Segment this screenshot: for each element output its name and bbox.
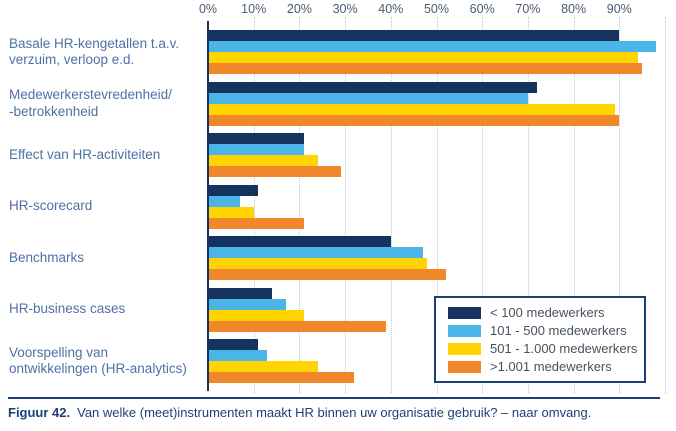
bar [208, 236, 391, 247]
legend-item: 101 - 500 medewerkers [448, 323, 638, 338]
x-axis-tick-label: 0% [198, 2, 218, 16]
bar [208, 258, 428, 269]
bar [208, 103, 615, 115]
figure-caption: Figuur 42. Van welke (meet)instrumenten m… [8, 405, 668, 420]
legend-swatch [448, 324, 481, 337]
bar-stack [208, 81, 665, 126]
x-axis-tick-label: 90% [606, 2, 632, 16]
bar [208, 298, 286, 310]
bar [208, 309, 304, 321]
x-axis-tick-labels: 0% 10% 20% 30% 40% 50% 60% 70% 80% 90% [199, 2, 665, 18]
legend-item: 501 - 1.000 medewerkers [448, 341, 638, 356]
legend-swatch [448, 306, 481, 319]
x-axis-tick-label: 40% [378, 2, 404, 16]
bar [208, 361, 318, 372]
bar [208, 195, 240, 207]
bar-stack [208, 236, 665, 280]
legend-swatch [448, 342, 481, 355]
bar [208, 217, 304, 229]
gridline [436, 17, 438, 393]
legend-label: 101 - 500 medewerkers [490, 323, 627, 338]
gridline [619, 17, 621, 393]
bar-stack [208, 287, 665, 332]
bar-group-row: Effect van HR-activiteiten [0, 133, 676, 177]
x-axis-tick-label: 50% [423, 2, 450, 16]
bar-group-row: HR-business cases [0, 287, 676, 332]
bar [208, 41, 656, 52]
bar [208, 350, 268, 361]
category-label: Benchmarks [9, 249, 85, 265]
bar [208, 30, 620, 41]
gridline [527, 17, 529, 393]
bar [208, 144, 304, 155]
x-axis-tick-label: 60% [469, 2, 495, 16]
bar [208, 372, 355, 383]
gridline [345, 17, 347, 393]
gridline [390, 17, 392, 393]
bar [208, 81, 538, 93]
legend-item: >1.001 medewerkers [448, 359, 638, 374]
figure-caption-text: Van welke (meet)instrumenten maakt HR bi… [77, 405, 592, 420]
category-label: Basale HR-kengetallen t.a.v. verzuim, ve… [9, 35, 180, 67]
category-label: Medewerkerstevredenheid/ -betrokkenheid [9, 87, 172, 119]
bar-stack [208, 339, 665, 383]
bar [208, 206, 254, 218]
gridlines [208, 17, 666, 393]
bar-group-row: HR-scorecard [0, 184, 676, 229]
bar-group-row: Voorspelling van ontwikkelingen (HR-anal… [0, 339, 676, 383]
x-axis-tick-label: 10% [241, 2, 267, 16]
bar-group-row: Basale HR-kengetallen t.a.v. verzuim, ve… [0, 30, 676, 74]
x-axis-tick-label: 30% [332, 2, 358, 16]
legend-label: >1.001 medewerkers [490, 359, 612, 374]
category-label: HR-scorecard [9, 198, 93, 214]
bar-stack [208, 184, 665, 229]
bar [208, 339, 259, 350]
bar [208, 184, 259, 196]
y-axis-line [207, 21, 209, 391]
legend-label: 501 - 1.000 medewerkers [490, 341, 638, 356]
x-axis-tick-label: 80% [561, 2, 587, 16]
bar [208, 133, 304, 144]
bar [208, 287, 272, 299]
gridline [299, 17, 301, 393]
bar-groups: Basale HR-kengetallen t.a.v. verzuim, ve… [0, 22, 676, 383]
gridline [665, 17, 666, 393]
bar [208, 92, 528, 104]
legend-swatch [448, 360, 481, 373]
gridline [253, 17, 255, 393]
legend: < 100 medewerkers 101 - 500 medewerkers 50… [434, 296, 646, 383]
bar [208, 166, 341, 177]
bar-stack [208, 30, 665, 74]
bar [208, 52, 638, 63]
legend-label: < 100 medewerkers [490, 305, 605, 320]
caption-divider [8, 397, 660, 399]
bar [208, 320, 387, 332]
x-axis-tick-label: 70% [515, 2, 541, 16]
category-label: HR-business cases [9, 301, 126, 317]
gridline [482, 17, 484, 393]
bar [208, 247, 423, 258]
bar-stack [208, 133, 665, 177]
bar [208, 269, 446, 280]
legend-item: < 100 medewerkers [448, 305, 638, 320]
bar [208, 63, 643, 74]
category-label: Effect van HR-activiteiten [9, 146, 161, 162]
bar [208, 155, 318, 166]
bar [208, 114, 620, 126]
figure-caption-label: Figuur 42. [8, 405, 71, 420]
gridline [573, 17, 575, 393]
x-axis-tick-label: 20% [286, 2, 312, 16]
bar-group-row: Medewerkerstevredenheid/ -betrokkenheid [0, 81, 676, 126]
category-label: Voorspelling van ontwikkelingen (HR-anal… [9, 344, 187, 376]
bar-group-row: Benchmarks [0, 236, 676, 280]
